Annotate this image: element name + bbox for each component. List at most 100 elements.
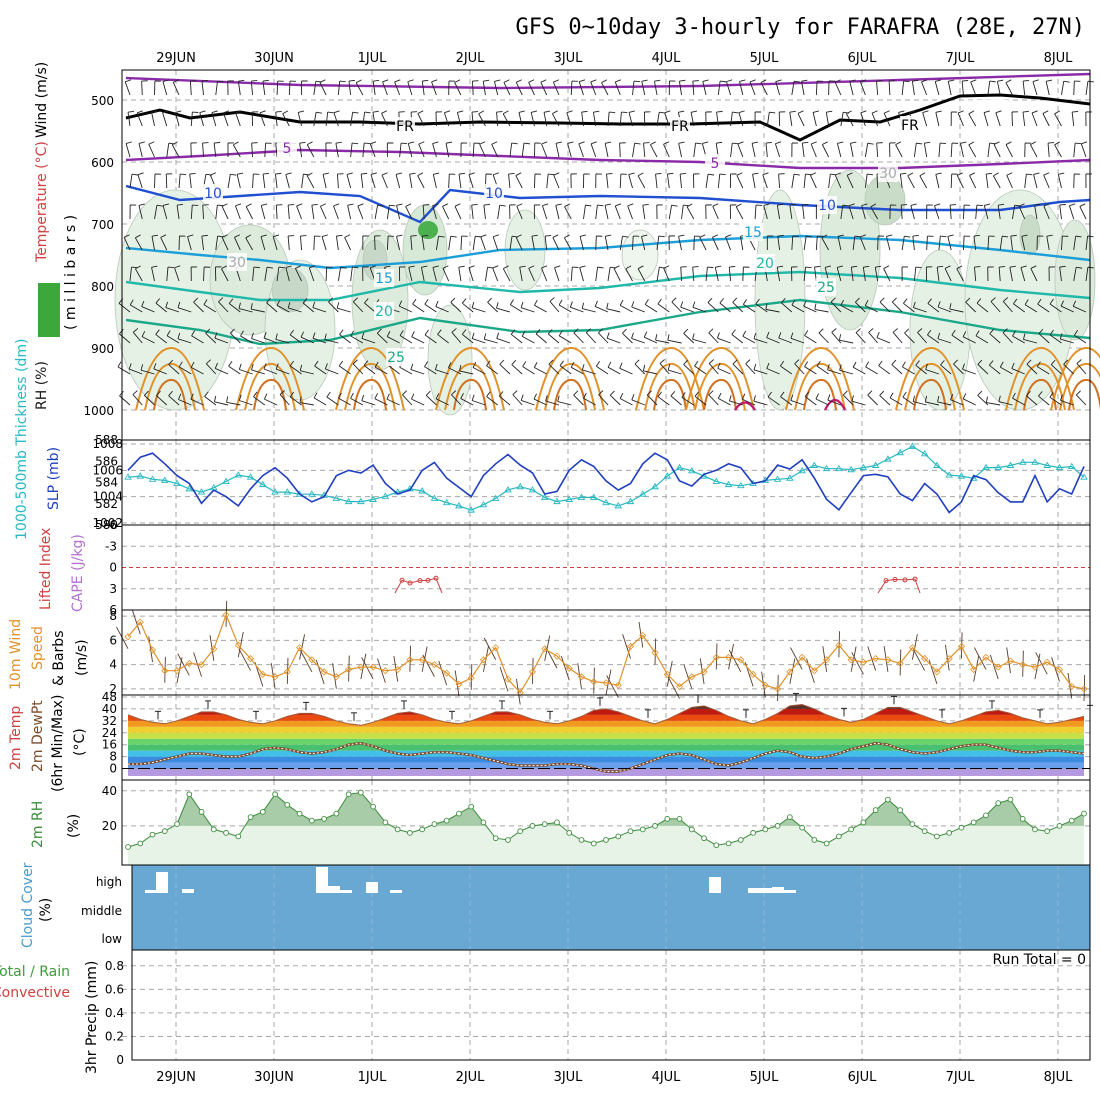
wind-barb — [753, 338, 768, 344]
rh2m-point — [382, 819, 389, 826]
wind10-point — [786, 668, 794, 676]
wind-barb — [443, 112, 450, 127]
thickness-point — [908, 442, 917, 449]
thickness-point — [455, 502, 463, 509]
wind-barb — [631, 306, 645, 313]
wind-barb — [935, 174, 940, 189]
wind-barb — [846, 175, 854, 189]
wind-barb — [950, 142, 953, 158]
wind-barb — [337, 173, 339, 189]
wind10-point — [1019, 661, 1027, 669]
wind-barb — [496, 338, 511, 344]
wind-barb-flag — [396, 203, 403, 206]
high-cloud-bar — [748, 888, 772, 893]
wind-barb-flag — [927, 329, 932, 336]
wind-barb — [1038, 333, 1050, 344]
wind-barb — [642, 205, 646, 220]
wind-barb — [1034, 205, 1038, 220]
wind-barb-flag — [867, 142, 874, 145]
wind-barb — [812, 112, 817, 127]
wind-barb-flag — [878, 360, 883, 366]
wind-barb-flag — [123, 234, 130, 238]
wind-barb — [776, 267, 781, 282]
wind10-point — [234, 641, 242, 649]
wind-barb-flag — [947, 234, 954, 237]
wind-barb-flag — [842, 204, 849, 207]
wind10-point — [185, 659, 193, 667]
wind-barb — [962, 336, 976, 344]
wind-barb-flag — [953, 359, 959, 365]
wind-barb — [989, 364, 1001, 375]
wind-barb — [509, 143, 513, 158]
wind-barb — [801, 143, 805, 158]
wind-barb-flag — [1087, 80, 1094, 83]
wind-barb-flag — [678, 141, 685, 144]
warm-isotherm — [553, 378, 587, 411]
wind-barb — [228, 303, 241, 313]
wind-barb — [154, 205, 158, 220]
wind10-barb — [838, 631, 840, 658]
wind-barb — [681, 205, 684, 220]
wind-barb-flag — [350, 330, 355, 337]
wind-barb-flag — [240, 330, 244, 337]
wind-barb — [218, 301, 229, 313]
thickness-point — [712, 477, 721, 484]
wind-barb — [549, 301, 560, 313]
wind-barb-flag — [644, 299, 649, 305]
wind-barb-flag — [471, 111, 479, 113]
wind-barb-flag — [282, 110, 289, 115]
wind-barb — [165, 307, 180, 313]
thickness-point — [1043, 461, 1052, 468]
thickness-point — [614, 502, 623, 509]
rh2m-point — [897, 807, 904, 813]
wind-barb-flag — [553, 79, 560, 83]
wind-barb-flag — [555, 203, 562, 206]
wind-barb-flag — [849, 79, 856, 82]
wind-barb — [993, 144, 1001, 158]
wind-barb-flag — [1042, 110, 1049, 114]
wind-barb-flag — [793, 173, 801, 176]
wind-barb — [693, 235, 695, 251]
wind-barb — [546, 174, 549, 189]
wind-barb-flag — [299, 396, 302, 403]
wind-barb — [731, 334, 744, 344]
wind-barb-flag — [518, 110, 525, 113]
wind-barb-flag — [826, 110, 833, 113]
wind-barb-flag — [1059, 265, 1066, 268]
wind-barb — [472, 236, 476, 251]
wind-barb — [492, 267, 499, 282]
thickness-point — [589, 493, 598, 500]
wind-barb — [655, 174, 658, 189]
wind-barb — [326, 396, 339, 406]
wind-barb — [883, 113, 891, 127]
wind-barb-flag — [411, 331, 415, 337]
lifted-index-tick-label: -6 — [105, 518, 117, 532]
wind-barb — [171, 144, 180, 158]
thickness-point — [381, 492, 390, 499]
wind-barb — [381, 174, 388, 189]
wind-barb-flag — [835, 172, 841, 176]
wind-barb — [861, 205, 866, 220]
wind-barb — [925, 369, 940, 375]
wind-barb-flag — [1013, 298, 1018, 305]
wind-barb-flag — [1002, 297, 1009, 302]
wind-barb — [657, 396, 670, 406]
isotherm-label: 30 — [879, 166, 897, 182]
wind-barb — [117, 366, 131, 375]
wind-barb — [228, 365, 241, 375]
wind-barb-flag — [804, 391, 810, 397]
precip-conv-label: Convective — [0, 985, 70, 1001]
rh-legend-swatch — [38, 283, 60, 337]
wind-barb-flag — [970, 79, 977, 83]
wind-barb — [306, 144, 315, 158]
wind-barb-flag — [165, 301, 169, 308]
wind-barb — [791, 235, 794, 251]
wind-barb — [1060, 338, 1074, 344]
wind-barb-flag — [386, 331, 391, 337]
wind-barb — [876, 81, 879, 96]
wind-barb — [1042, 113, 1050, 127]
rh2m-point — [358, 789, 364, 796]
wind-barb-flag — [581, 302, 585, 309]
wind-barb — [193, 301, 204, 313]
